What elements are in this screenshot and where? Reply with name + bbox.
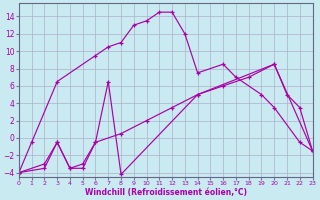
X-axis label: Windchill (Refroidissement éolien,°C): Windchill (Refroidissement éolien,°C) (85, 188, 247, 197)
